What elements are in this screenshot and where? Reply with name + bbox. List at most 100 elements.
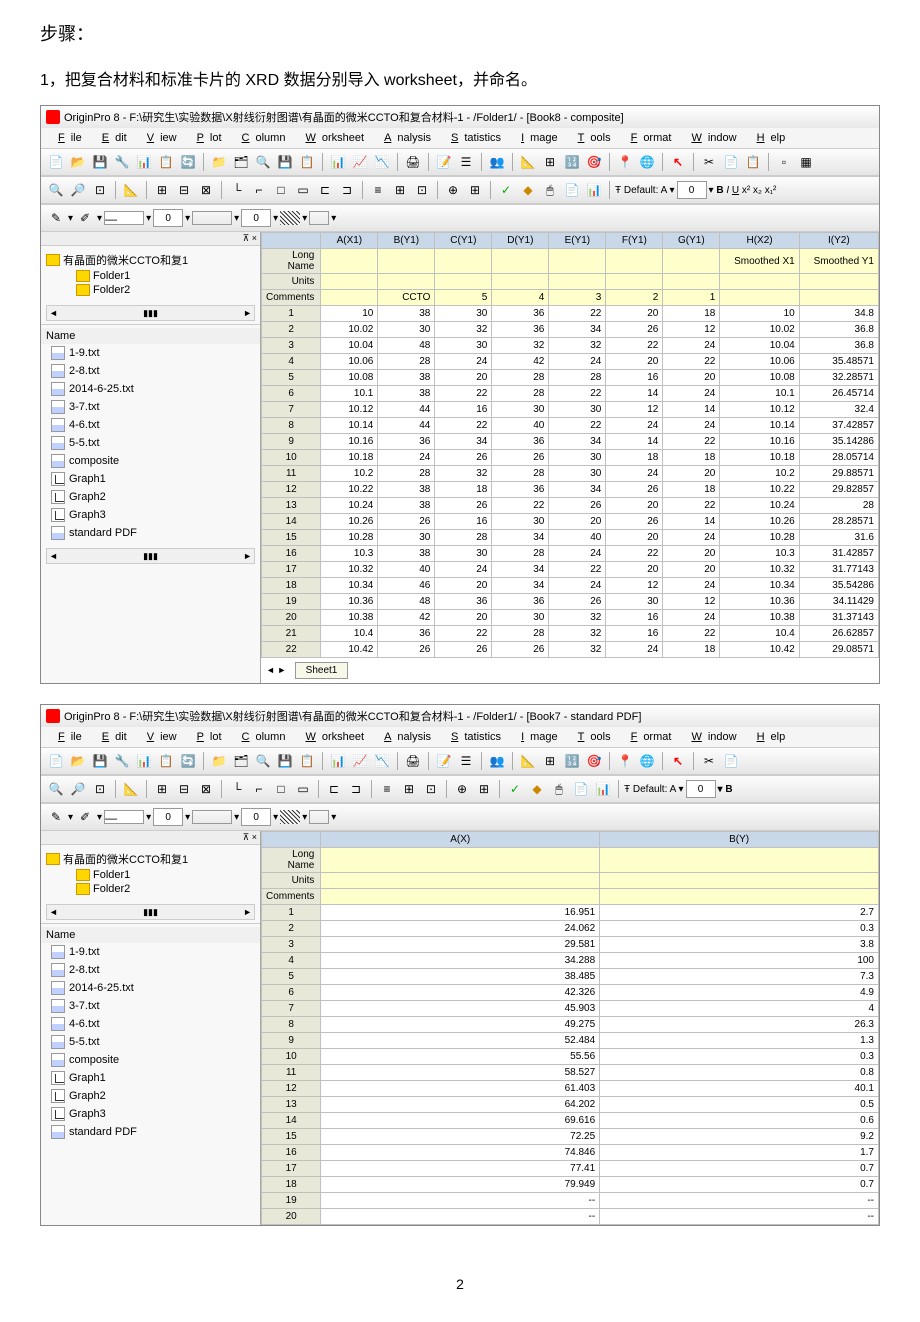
cell[interactable] <box>720 290 799 306</box>
tool-icon[interactable]: 🎯 <box>584 152 604 172</box>
cell[interactable]: 10.26 <box>720 514 799 530</box>
cell[interactable]: 4.9 <box>600 985 879 1001</box>
color-picker[interactable] <box>192 211 232 225</box>
cell[interactable]: Smoothed X1 <box>720 249 799 274</box>
cell[interactable]: 1.3 <box>600 1033 879 1049</box>
cell[interactable]: 35.48571 <box>799 354 878 370</box>
cell[interactable]: 12 <box>606 402 663 418</box>
cell[interactable]: 42 <box>492 354 549 370</box>
sheet-nav[interactable]: ◄ ► <box>266 665 286 675</box>
menu-plot[interactable]: Plot <box>185 729 228 745</box>
row-number[interactable]: 18 <box>262 1177 321 1193</box>
menu-tools[interactable]: Tools <box>566 130 617 146</box>
menu-view[interactable]: View <box>135 130 183 146</box>
cell[interactable]: 26 <box>435 450 492 466</box>
cell[interactable]: 26 <box>606 482 663 498</box>
cell[interactable]: 37.42857 <box>799 418 878 434</box>
menu-file[interactable]: File <box>46 729 88 745</box>
pen-icon[interactable]: ✐ <box>75 208 95 228</box>
cell[interactable] <box>600 848 879 873</box>
cell[interactable] <box>600 889 879 905</box>
cell[interactable]: 36 <box>492 306 549 322</box>
file-item[interactable]: standard PDF <box>41 1123 260 1141</box>
tool-icon[interactable]: 👥 <box>487 751 507 771</box>
row-number[interactable]: 18 <box>262 578 321 594</box>
tool-icon[interactable]: 🗂 <box>231 751 251 771</box>
cell[interactable]: 26 <box>492 642 549 658</box>
cell[interactable]: 30 <box>492 610 549 626</box>
row-number[interactable]: 17 <box>262 562 321 578</box>
cell[interactable]: 4 <box>600 1001 879 1017</box>
tool-icon[interactable]: ⊏ <box>324 779 344 799</box>
cell[interactable]: 31.37143 <box>799 610 878 626</box>
tool-icon[interactable]: 📝 <box>434 152 454 172</box>
cell[interactable]: 10.16 <box>720 434 799 450</box>
file-item[interactable]: composite <box>41 1051 260 1069</box>
paste-icon[interactable]: 📋 <box>743 152 763 172</box>
cell[interactable]: 30 <box>492 402 549 418</box>
cell[interactable]: 10.14 <box>321 418 378 434</box>
cell[interactable] <box>492 249 549 274</box>
row-number[interactable]: 10 <box>262 450 321 466</box>
row-number[interactable]: 15 <box>262 1129 321 1145</box>
cell[interactable]: 10 <box>720 306 799 322</box>
cell[interactable]: 1.7 <box>600 1145 879 1161</box>
cell[interactable]: 32 <box>435 322 492 338</box>
cell[interactable]: 40 <box>549 530 606 546</box>
cell[interactable]: 0.3 <box>600 1049 879 1065</box>
cell[interactable]: 31.6 <box>799 530 878 546</box>
file-item[interactable]: Graph3 <box>41 506 260 524</box>
cell[interactable] <box>606 249 663 274</box>
tool-icon[interactable]: 🔄 <box>178 152 198 172</box>
tool-icon[interactable]: ◆ <box>527 779 547 799</box>
cell[interactable]: 18 <box>663 306 720 322</box>
menu-edit[interactable]: Edit <box>90 130 133 146</box>
tool-icon[interactable]: ⊡ <box>90 180 110 200</box>
cell[interactable]: 34 <box>549 322 606 338</box>
cell[interactable]: 26.3 <box>600 1017 879 1033</box>
cell[interactable]: 10.04 <box>321 338 378 354</box>
cell[interactable]: 20 <box>663 546 720 562</box>
tool-icon[interactable]: ⊡ <box>90 779 110 799</box>
tool-icon[interactable]: □ <box>271 180 291 200</box>
cell[interactable]: 0.6 <box>600 1113 879 1129</box>
cell[interactable]: 10.38 <box>321 610 378 626</box>
cell[interactable]: 28 <box>799 498 878 514</box>
cell[interactable]: 24 <box>435 562 492 578</box>
cell[interactable]: 30 <box>435 546 492 562</box>
tool-icon[interactable]: ▭ <box>293 779 313 799</box>
tool-icon[interactable]: ⊞ <box>540 152 560 172</box>
file-item[interactable]: Graph2 <box>41 488 260 506</box>
row-number[interactable]: 5 <box>262 370 321 386</box>
tool-icon[interactable]: ▭ <box>293 180 313 200</box>
tool-icon[interactable]: ⊟ <box>174 779 194 799</box>
cell[interactable]: 22 <box>435 626 492 642</box>
cell[interactable]: 38 <box>378 482 435 498</box>
cell[interactable] <box>549 274 606 290</box>
tool-icon[interactable]: 🔧 <box>112 751 132 771</box>
tool-icon[interactable]: ≡ <box>368 180 388 200</box>
tool-icon[interactable]: 📋 <box>156 751 176 771</box>
cell[interactable]: 29.88571 <box>799 466 878 482</box>
tool-icon[interactable]: 📄 <box>571 779 591 799</box>
cell[interactable] <box>321 249 378 274</box>
cell[interactable]: 24 <box>606 466 663 482</box>
cell[interactable]: 20 <box>549 514 606 530</box>
cell[interactable]: 20 <box>435 578 492 594</box>
cell[interactable]: 4 <box>492 290 549 306</box>
cell[interactable]: 18 <box>663 450 720 466</box>
cell[interactable]: 12 <box>663 322 720 338</box>
cell[interactable]: 10.2 <box>321 466 378 482</box>
cell[interactable]: 77.41 <box>321 1161 600 1177</box>
menu-edit[interactable]: Edit <box>90 729 133 745</box>
menu-file[interactable]: File <box>46 130 88 146</box>
cell[interactable]: 20 <box>435 610 492 626</box>
cell[interactable]: 10.04 <box>720 338 799 354</box>
col-header[interactable]: C(Y1) <box>435 233 492 249</box>
save-icon[interactable]: 💾 <box>90 751 110 771</box>
row-number[interactable]: 14 <box>262 514 321 530</box>
cell[interactable] <box>321 290 378 306</box>
cell[interactable]: 10.42 <box>720 642 799 658</box>
col-header[interactable]: A(X1) <box>321 233 378 249</box>
cell[interactable]: 10.3 <box>321 546 378 562</box>
